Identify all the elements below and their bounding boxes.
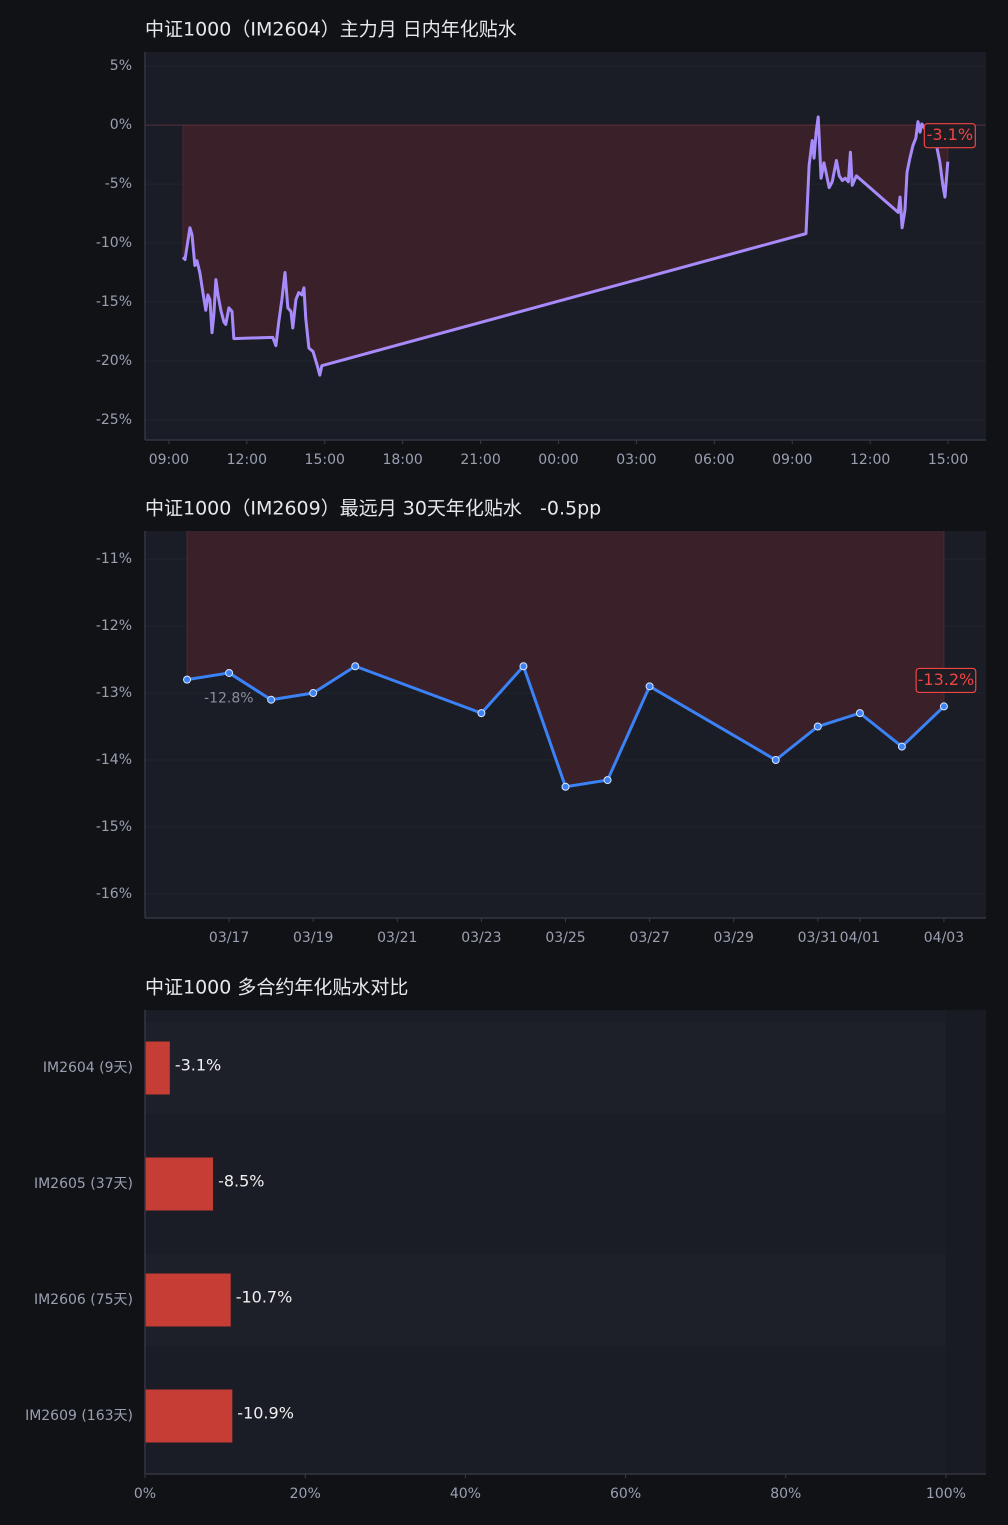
x-tick-label: 15:00: [305, 452, 345, 468]
value-label: -3.1%: [927, 125, 973, 144]
x-tick-label: 40%: [450, 1486, 481, 1502]
value-label-box: [915, 667, 977, 694]
y-tick-label: 0%: [110, 117, 132, 133]
value-label: -3.1%: [175, 1056, 221, 1075]
x-tick-label: 09:00: [772, 452, 812, 468]
x-tick-label: 04/01: [840, 930, 880, 946]
x-tick-label: 12:00: [850, 452, 890, 468]
x-tick-label: 09:00: [149, 452, 189, 468]
y-tick-label: -12%: [96, 618, 132, 634]
x-tick-label: 03/17: [209, 930, 249, 946]
x-tick-label: 0%: [134, 1486, 156, 1502]
point: [897, 742, 906, 751]
x-tick-label: 03/27: [629, 930, 669, 946]
bar: [145, 1389, 233, 1443]
value-label: -10.7%: [236, 1288, 293, 1307]
y-tick-label: IM2604 (9天): [43, 1060, 133, 1076]
row-stripe: [145, 1022, 945, 1114]
x-tick-label: 03:00: [616, 452, 656, 468]
y-tick-label: -20%: [96, 353, 132, 369]
value-label: -10.9%: [237, 1404, 294, 1423]
x-tick-label: 03/25: [545, 930, 585, 946]
x-tick-label: 03/29: [714, 930, 754, 946]
point: [939, 702, 948, 711]
y-tick-label: IM2609 (163天): [25, 1408, 133, 1424]
y-tick-label: -11%: [96, 551, 132, 567]
value-label: -13.2%: [918, 670, 975, 689]
bar: [145, 1157, 214, 1211]
x-tick-label: 60%: [610, 1486, 641, 1502]
point: [267, 695, 276, 704]
value-label-box: [923, 123, 976, 149]
x-tick-label: 00:00: [538, 452, 578, 468]
value-label: -12.8%: [204, 691, 254, 707]
point: [477, 709, 486, 718]
x-tick-label: 06:00: [694, 452, 734, 468]
value-label: -8.5%: [218, 1172, 264, 1191]
bar: [145, 1273, 231, 1327]
point: [771, 755, 780, 764]
y-tick-label: -16%: [96, 886, 132, 902]
y-tick-label: -15%: [96, 819, 132, 835]
x-tick-label: 03/23: [461, 930, 501, 946]
plot: [145, 115, 986, 377]
x-tick-label: 80%: [770, 1486, 801, 1502]
bar: [145, 1041, 170, 1095]
point: [855, 709, 864, 718]
line: [181, 115, 950, 377]
plot-edge: [945, 1010, 986, 1474]
chart-title: 中证1000 多合约年化贴水对比: [145, 977, 408, 999]
point: [309, 689, 318, 698]
x-tick-label: 21:00: [460, 452, 500, 468]
y-tick-label: -10%: [96, 235, 132, 251]
point: [603, 776, 612, 785]
y-tick-label: 5%: [110, 58, 132, 74]
x-tick-label: 03/31: [798, 930, 838, 946]
point: [351, 662, 360, 671]
x-tick-label: 03/19: [293, 930, 333, 946]
x-tick-label: 12:00: [227, 452, 267, 468]
y-tick-label: IM2605 (37天): [34, 1176, 133, 1192]
x-tick-label: 15:00: [928, 452, 968, 468]
point: [645, 682, 654, 691]
x-tick-label: 100%: [926, 1486, 966, 1502]
x-tick-label: 04/03: [924, 930, 964, 946]
x-tick-label: 03/21: [377, 930, 417, 946]
point: [519, 662, 528, 671]
y-tick-label: -13%: [96, 685, 132, 701]
point: [225, 668, 234, 677]
y-tick-label: -5%: [105, 176, 132, 192]
point: [813, 722, 822, 731]
y-tick-label: -14%: [96, 752, 132, 768]
point: [183, 675, 192, 684]
chart-title: 中证1000（IM2604）主力月 日内年化贴水: [145, 19, 517, 41]
point: [561, 782, 570, 791]
x-tick-label: 18:00: [382, 452, 422, 468]
row-stripe: [145, 1254, 945, 1346]
chart-title: 中证1000（IM2609）最远月 30天年化贴水 -0.5pp: [145, 498, 601, 520]
x-tick-label: 20%: [290, 1486, 321, 1502]
y-tick-label: -15%: [96, 294, 132, 310]
y-tick-label: -25%: [96, 412, 132, 428]
y-tick-label: IM2606 (75天): [34, 1292, 133, 1308]
